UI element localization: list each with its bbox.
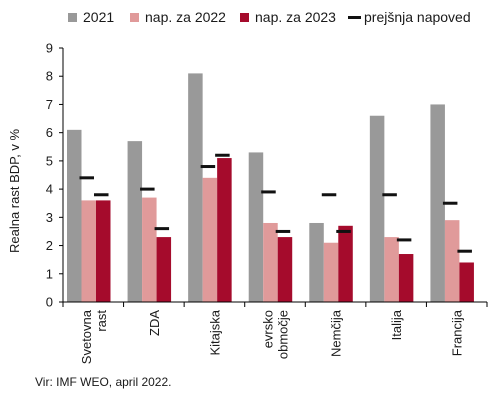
forecast-marker-2-2	[215, 153, 230, 157]
bar-0-4	[309, 222, 324, 302]
bar-1-2	[202, 177, 218, 302]
x-axis: Svetovna rast ZDA Kitajska evrsko območje Nemč…	[62, 301, 488, 364]
forecast-marker-2-6	[457, 249, 472, 253]
legend-swatch-1	[130, 13, 139, 22]
bar-1-5	[384, 237, 399, 302]
legend-label-3: prejšnja napoved	[364, 9, 471, 25]
y-tick-label: 9	[46, 41, 53, 56]
x-tick-label: evrsko	[261, 310, 276, 348]
x-tick-label: območje	[276, 310, 291, 359]
y-axis-title: Realna rast BDP, v %	[7, 129, 22, 253]
forecast-marker-2-5	[396, 238, 412, 242]
x-tick-label: Svetovna	[79, 309, 94, 364]
bar-0-2	[188, 73, 203, 303]
bar-1-3	[263, 222, 278, 302]
legend: 2021 nap. za 2022 nap. za 2023 prejšnja nap…	[68, 9, 471, 25]
source-note: Vir: IMF WEO, april 2022.	[35, 375, 172, 389]
x-tick-label: Kitajska	[207, 309, 222, 355]
legend-label-2: nap. za 2023	[255, 9, 336, 25]
forecast-marker-1-1	[140, 187, 155, 191]
legend-swatch-2	[240, 13, 249, 22]
bar-1-6	[444, 220, 460, 302]
y-tick-label: 3	[46, 210, 53, 225]
bar-0-6	[430, 104, 445, 302]
forecast-marker-1-3	[261, 190, 276, 194]
bar-2-3	[277, 237, 293, 302]
y-tick-label: 2	[46, 238, 53, 253]
y-axis: 0 1 2 3 4 5 6 7 8 9	[46, 41, 64, 310]
forecast-marker-2-1	[154, 227, 170, 231]
forecast-marker-2-4	[336, 229, 351, 233]
bar-1-1	[142, 197, 157, 302]
y-tick-label: 8	[46, 69, 53, 84]
y-tick-label: 5	[46, 153, 53, 168]
y-tick-label: 6	[46, 125, 53, 140]
bar-0-5	[369, 115, 385, 302]
legend-swatch-3	[348, 16, 361, 19]
bar-2-4	[338, 225, 353, 302]
x-tick-label: ZDA	[147, 310, 162, 336]
bar-0-1	[127, 141, 143, 302]
bar-2-0	[96, 200, 111, 302]
bar-2-2	[217, 158, 232, 302]
bar-2-1	[156, 237, 172, 302]
x-tick-label: Italija	[389, 309, 404, 340]
x-tick-label: Nemčija	[329, 309, 344, 357]
forecast-markers	[79, 153, 472, 253]
legend-swatch-0	[68, 13, 77, 22]
forecast-marker-1-4	[321, 193, 337, 197]
bar-1-4	[323, 242, 339, 302]
x-tick-label: Francija	[450, 309, 465, 356]
forecast-marker-1-0	[79, 176, 94, 180]
y-tick-label: 1	[46, 266, 53, 281]
legend-label-1: nap. za 2022	[145, 9, 226, 25]
forecast-marker-2-3	[275, 229, 291, 233]
bar-0-0	[67, 129, 82, 302]
legend-label-0: 2021	[83, 9, 114, 25]
forecast-marker-1-6	[442, 201, 458, 205]
bar-2-5	[398, 254, 414, 302]
y-tick-label: 0	[46, 295, 53, 310]
forecast-marker-1-5	[382, 193, 397, 197]
bars	[67, 73, 474, 303]
bar-1-0	[81, 200, 96, 302]
bar-0-3	[248, 152, 264, 302]
forecast-marker-1-2	[200, 165, 216, 169]
bar-2-6	[459, 262, 474, 302]
y-tick-label: 4	[46, 182, 53, 197]
y-tick-label: 7	[46, 97, 53, 112]
forecast-marker-2-0	[94, 193, 109, 197]
x-tick-label: rast	[94, 310, 109, 332]
